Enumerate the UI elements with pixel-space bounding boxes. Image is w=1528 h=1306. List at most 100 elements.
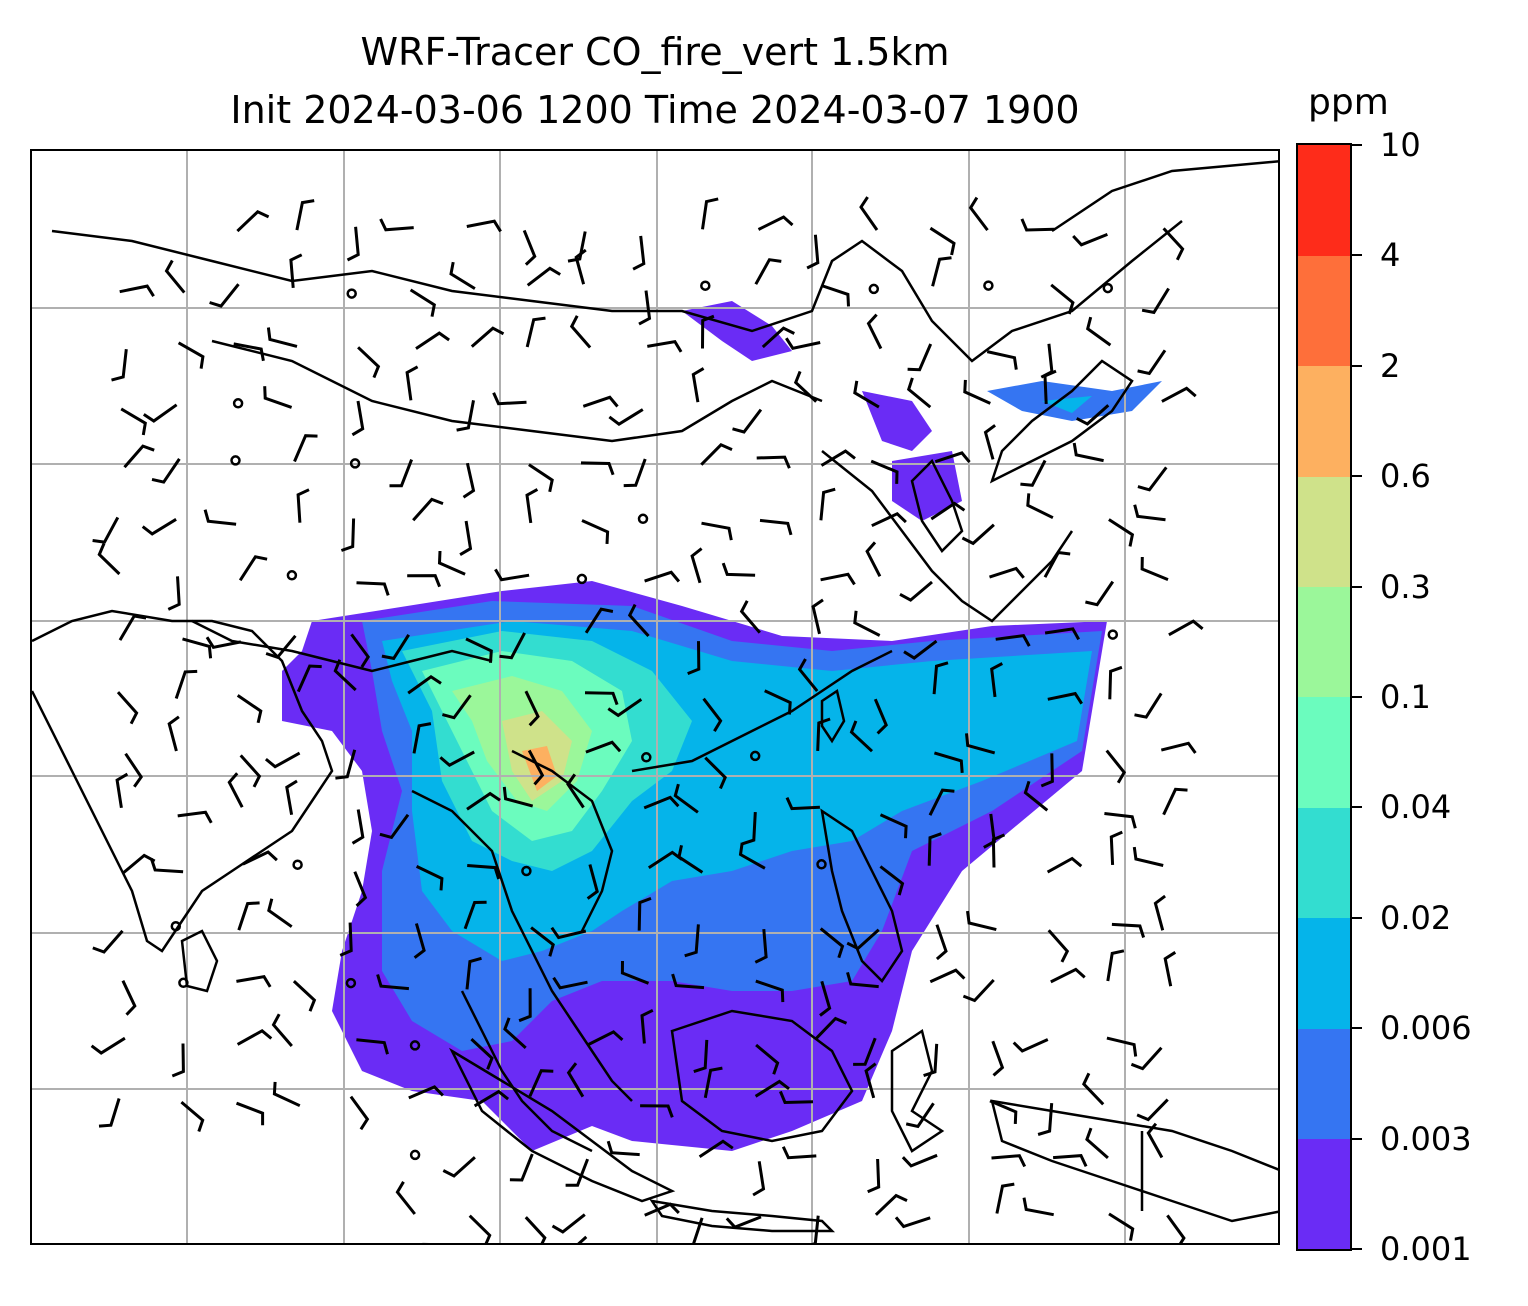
wind-barb <box>97 542 121 576</box>
wind-barb <box>757 215 794 231</box>
wind-barb <box>349 1095 370 1131</box>
wind-barb <box>846 928 880 951</box>
wind-barb <box>811 1215 820 1243</box>
wind-barb <box>167 576 181 611</box>
new-guinea <box>990 1099 1278 1223</box>
wind-barb <box>1106 949 1125 982</box>
wind-barb <box>494 568 530 582</box>
wind-barb <box>816 717 831 751</box>
colorbar-segment <box>1298 807 1350 919</box>
colorbar-segment <box>1298 1138 1350 1250</box>
wind-barb <box>820 284 850 307</box>
wind-barb <box>340 518 356 552</box>
wind-barb <box>1111 922 1146 938</box>
wind-barb <box>1108 665 1123 700</box>
wind-barb <box>115 772 129 809</box>
wind-barb <box>522 229 537 266</box>
wind-barb <box>644 1202 680 1217</box>
wind-barb <box>437 550 466 576</box>
wind-barb <box>962 978 995 1003</box>
wind-barb <box>1037 1102 1054 1136</box>
wind-barb <box>177 341 205 369</box>
wind-barb <box>526 266 561 287</box>
colorbar-tick-label: 4 <box>1380 236 1401 275</box>
wind-barb <box>267 898 293 928</box>
wind-barb <box>236 974 272 988</box>
wind-barb <box>1050 283 1075 315</box>
wind-barb <box>407 574 441 588</box>
colorbar-tick-label: 0.006 <box>1380 1009 1472 1048</box>
wind-barb <box>671 973 705 990</box>
indochina-coast <box>411 789 633 1102</box>
wind-barb <box>620 960 650 985</box>
colorbar-segment <box>1298 697 1350 808</box>
wind-barb <box>413 923 426 959</box>
wind-barb <box>272 1081 301 1108</box>
wind-barb <box>1020 459 1047 487</box>
wind-barb <box>265 634 297 660</box>
calm-wind-marker <box>983 280 994 291</box>
wind-barb <box>528 463 554 493</box>
wind-barb <box>698 1139 734 1158</box>
colorbar-tick <box>1352 364 1362 367</box>
wind-barb <box>1136 1098 1169 1122</box>
wind-barb <box>1085 580 1115 607</box>
calm-wind-marker <box>346 288 357 299</box>
mongolia-border <box>211 339 823 443</box>
wind-barb <box>468 1214 492 1243</box>
calm-wind-marker <box>521 865 532 877</box>
wind-barb <box>528 1069 554 1097</box>
wind-barb <box>983 424 996 460</box>
wind-barb <box>285 779 298 816</box>
wind-barb <box>755 1043 780 1075</box>
wind-barb <box>465 637 493 663</box>
wind-barb <box>236 1028 273 1046</box>
wind-barb <box>333 659 357 692</box>
wind-barb <box>644 570 681 583</box>
wind-barb <box>1076 404 1110 426</box>
wind-barb <box>989 1099 1018 1124</box>
wind-barb <box>905 1102 935 1129</box>
wind-barb <box>422 1242 430 1243</box>
calm-wind-marker <box>641 752 652 763</box>
wind-barb <box>853 380 880 409</box>
wind-barb <box>701 314 715 349</box>
wind-barb <box>690 547 703 584</box>
wind-barb <box>264 751 301 769</box>
wind-barb <box>151 458 181 484</box>
co-tracer-field <box>282 301 1162 1151</box>
wind-barb <box>963 379 991 405</box>
wind-barb <box>755 979 785 1003</box>
calm-wind-marker <box>409 1149 421 1161</box>
wind-barb <box>819 927 845 959</box>
wind-barb <box>632 235 646 271</box>
wind-barb <box>701 521 733 541</box>
wind-barb <box>793 370 818 403</box>
wind-barb <box>462 462 476 499</box>
wind-barb <box>684 924 700 958</box>
japan <box>989 359 1134 484</box>
wind-barb <box>703 1066 723 1099</box>
wind-barb <box>587 1030 624 1046</box>
wind-barb <box>1044 627 1081 641</box>
wind-barb <box>691 367 705 403</box>
wind-barb <box>865 541 882 577</box>
wind-barb <box>205 636 242 649</box>
wind-barb <box>814 1016 848 1040</box>
wind-barb <box>118 614 147 641</box>
wind-barb <box>607 698 643 718</box>
colorbar-tick <box>1352 916 1362 919</box>
wind-barb <box>866 313 883 350</box>
wind-barb <box>1046 856 1083 874</box>
wind-barb <box>584 691 619 706</box>
wind-barb <box>961 523 995 546</box>
wind-barb <box>627 603 650 638</box>
colorbar-tick-label: 10 <box>1380 126 1421 164</box>
wind-barb <box>174 669 198 699</box>
wind-barb <box>209 283 240 308</box>
wind-barb <box>702 697 723 732</box>
wind-barb <box>1043 369 1057 404</box>
wind-barb <box>1072 442 1104 463</box>
wind-barb <box>899 580 933 602</box>
wind-barb <box>566 1062 585 1098</box>
